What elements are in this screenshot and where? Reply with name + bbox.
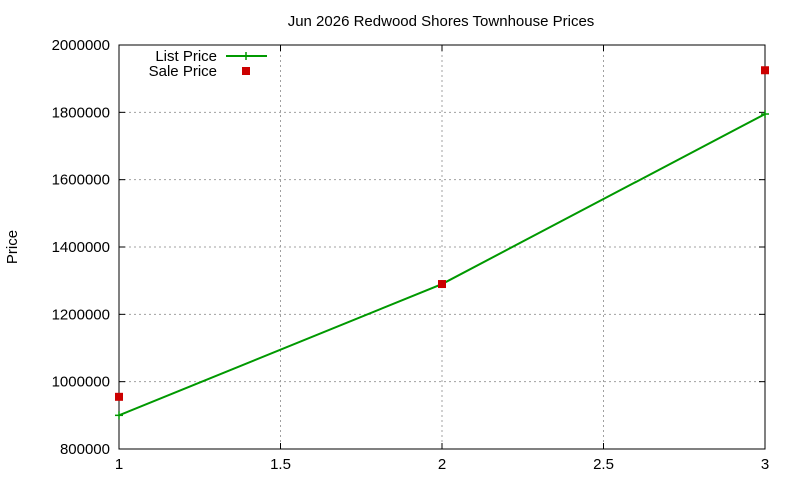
y-tick-label: 1200000 (52, 306, 110, 323)
y-tick-label: 1000000 (52, 374, 110, 391)
sale-price-series (115, 66, 769, 401)
legend-label-sale-price: Sale Price (149, 63, 217, 80)
series-layer (115, 66, 769, 420)
y-axis-label: Price (4, 230, 21, 264)
chart-title: Jun 2026 Redwood Shores Townhouse Prices (288, 13, 595, 30)
x-tick-label: 3 (761, 456, 769, 473)
y-tick-label: 1800000 (52, 104, 110, 121)
legend-marker-list-price (242, 52, 250, 60)
legend-label-list-price: List Price (155, 48, 217, 65)
x-tick-label: 2 (438, 456, 446, 473)
y-tick-label: 1400000 (52, 239, 110, 256)
legend-marker-sale-price (242, 67, 250, 75)
list-price-point (115, 411, 123, 420)
sale-price-point (761, 66, 769, 75)
list-price-point (761, 110, 769, 119)
y-tick-label: 1600000 (52, 172, 110, 189)
x-tick-label: 1 (115, 456, 123, 473)
sale-price-point (438, 280, 446, 289)
x-tick-label: 1.5 (270, 456, 291, 473)
axis-ticks: 1 1.5 2 2.5 3 800000 1000000 1200000 1400000 1600… (52, 37, 770, 473)
x-tick-label: 2.5 (593, 456, 614, 473)
y-tick-label: 800000 (60, 441, 110, 458)
grid (119, 45, 765, 449)
y-tick-label: 2000000 (52, 37, 110, 54)
sale-price-point (115, 392, 123, 401)
